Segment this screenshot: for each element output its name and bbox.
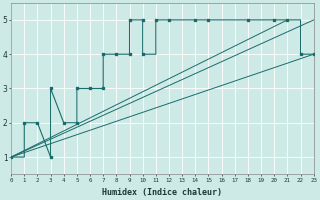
X-axis label: Humidex (Indice chaleur): Humidex (Indice chaleur) — [102, 188, 222, 197]
